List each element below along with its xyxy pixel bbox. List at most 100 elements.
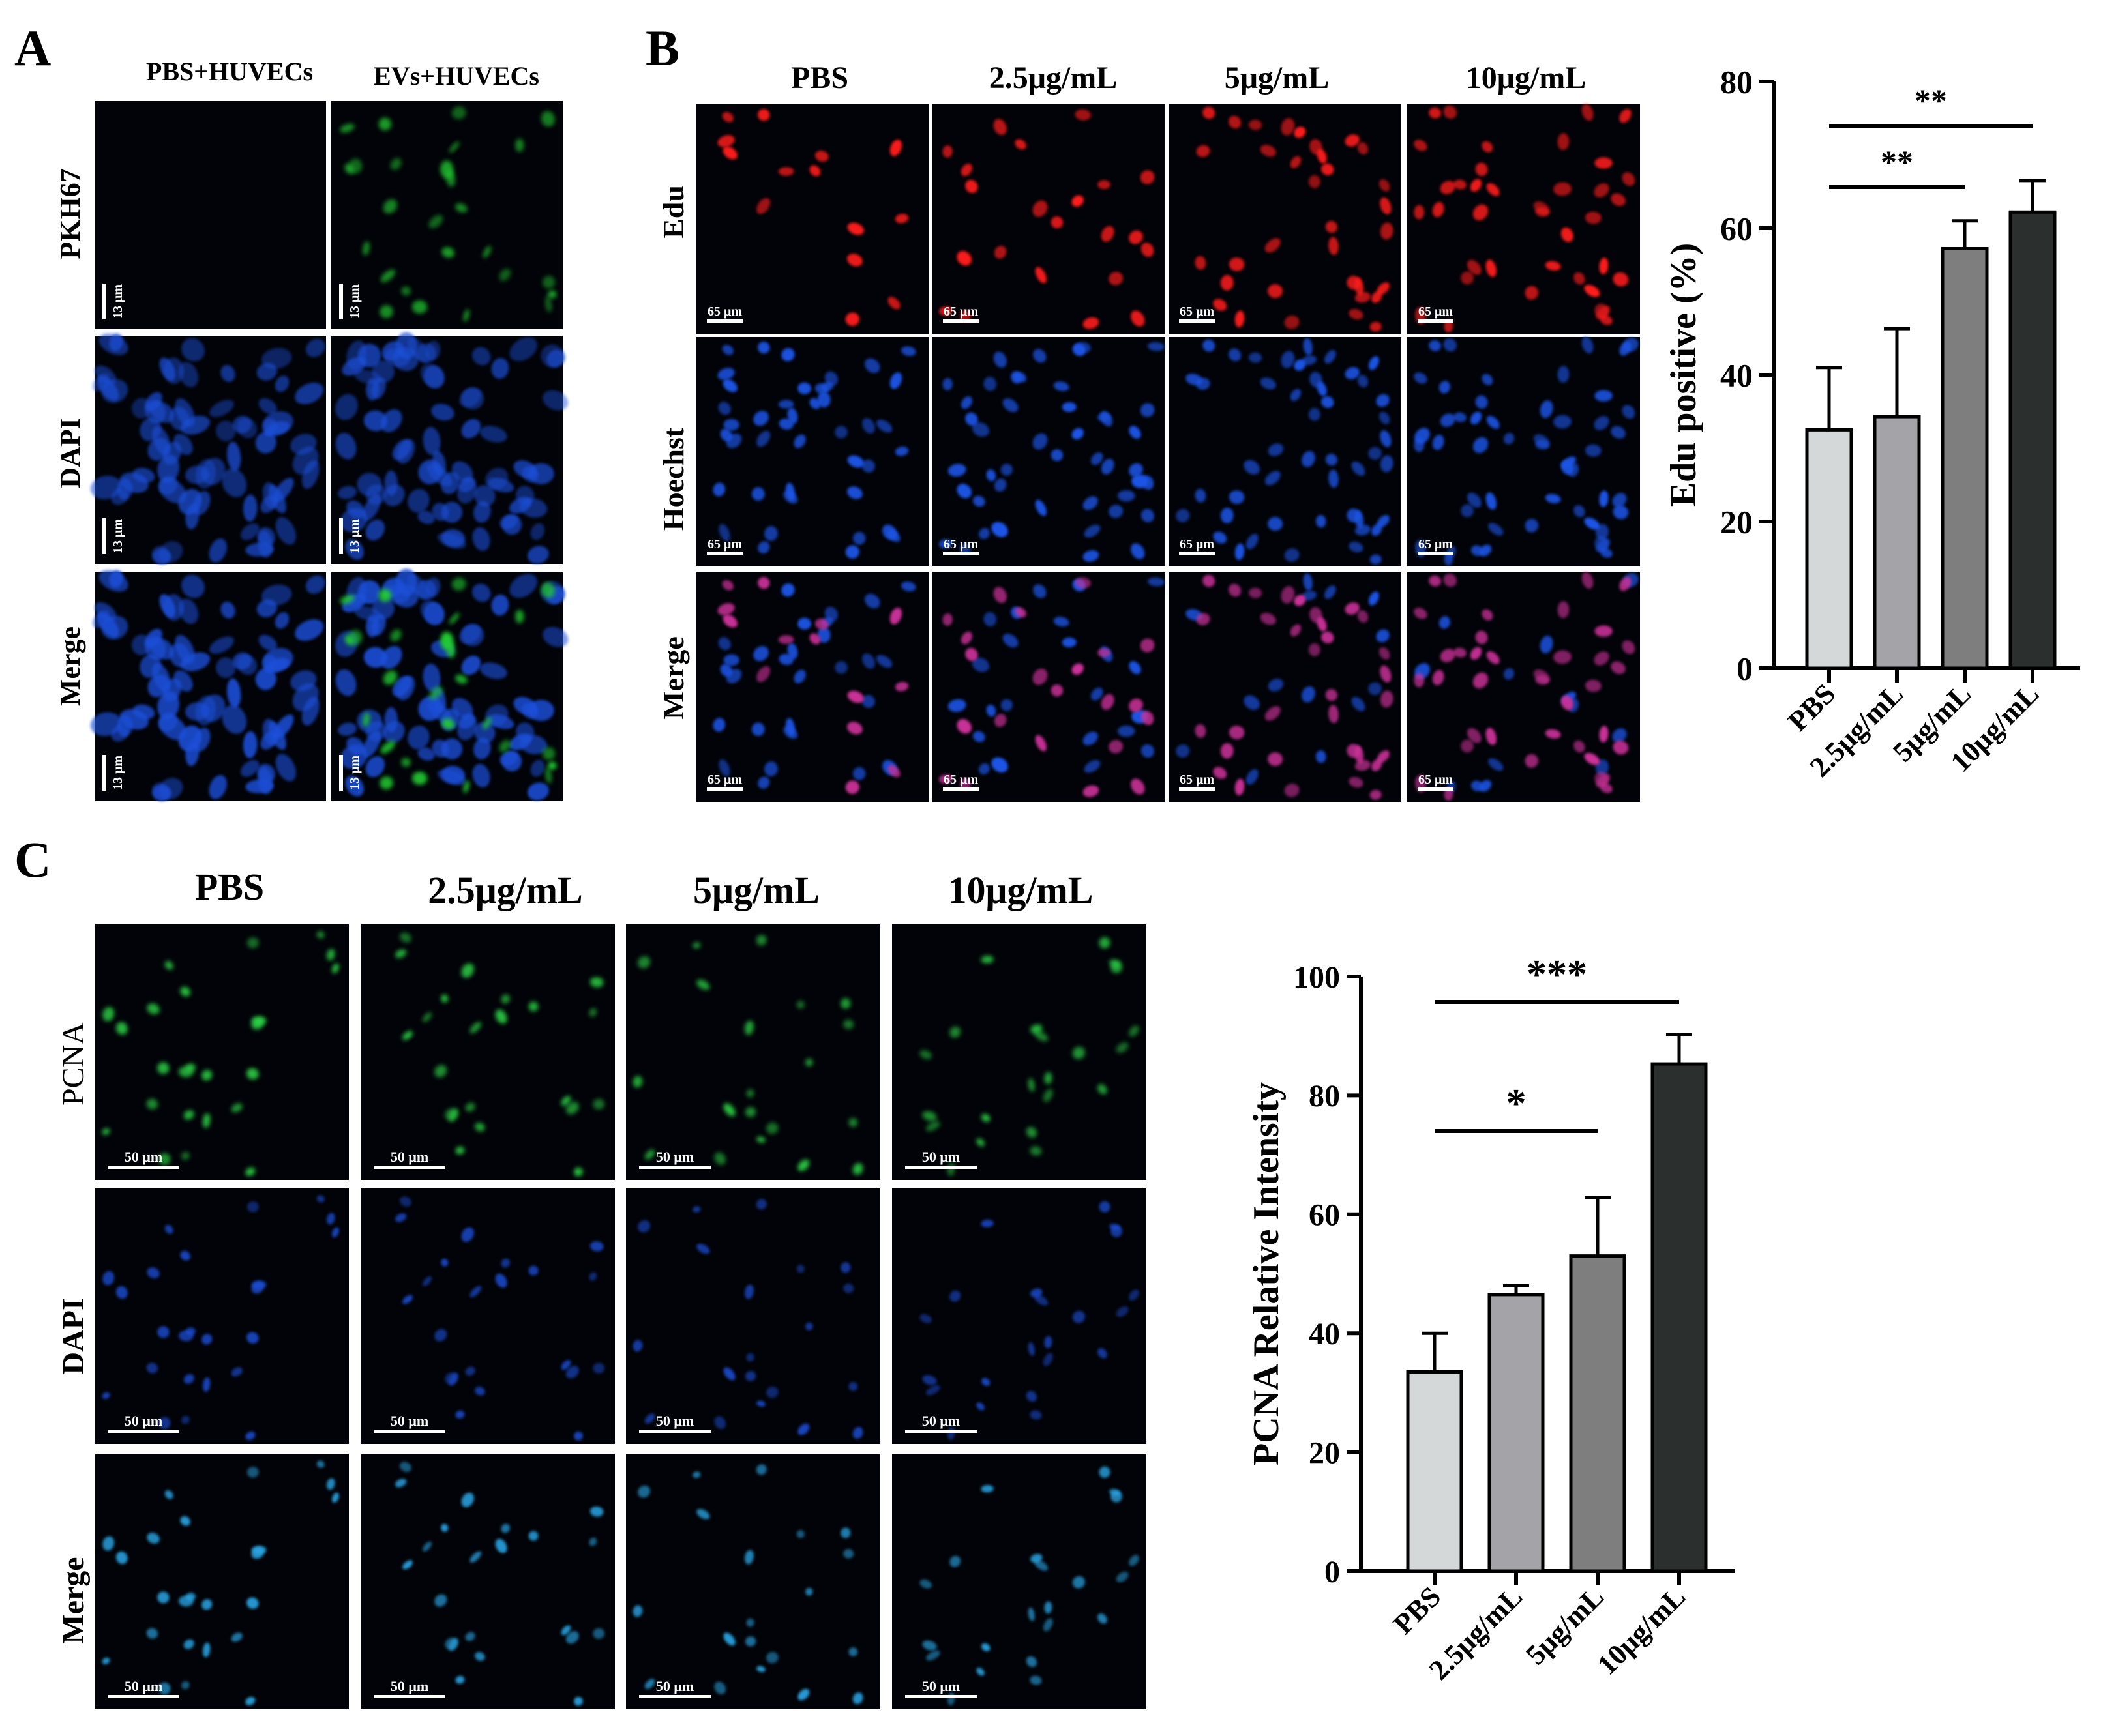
scale-bar-label: 65 μm (1418, 304, 1453, 319)
scale-bar-label: 65 μm (708, 304, 742, 319)
cell-nucleus (203, 1113, 211, 1128)
cell-nucleus (231, 1367, 243, 1377)
cell-nucleus (1290, 624, 1302, 637)
scale-bar (1179, 552, 1215, 555)
cell-nucleus (201, 1599, 213, 1610)
cell-nucleus (1147, 577, 1165, 587)
cell-nucleus (841, 1262, 851, 1273)
cell-nucleus (1594, 390, 1613, 402)
cell-nucleus (441, 471, 460, 495)
cell-nucleus (1220, 274, 1234, 291)
cell-nucleus (766, 1122, 779, 1134)
cell-nucleus (723, 419, 739, 431)
cell-nucleus (1557, 366, 1570, 383)
cell-nucleus (1294, 595, 1306, 606)
cell-nucleus (1011, 371, 1022, 384)
cell-nucleus (1097, 1084, 1107, 1095)
cell-nucleus (178, 488, 202, 515)
cell-nucleus (717, 135, 735, 147)
cell-nucleus (814, 151, 829, 162)
cell-nucleus (1357, 610, 1369, 623)
cell-nucleus (331, 963, 339, 974)
cell-nucleus (1185, 374, 1203, 385)
cell-nucleus (1328, 237, 1339, 256)
cell-nucleus (275, 754, 297, 782)
panel-b-micrograph: 65 μm (932, 572, 1165, 802)
cell-nucleus (1599, 257, 1609, 274)
cell-nucleus (1357, 142, 1369, 155)
cell-nucleus (473, 501, 491, 523)
cell-nucleus (783, 726, 798, 739)
cell-nucleus (589, 1241, 604, 1252)
cell-nucleus (561, 1360, 571, 1370)
cell-nucleus (417, 747, 435, 761)
micrograph-background (95, 1188, 349, 1444)
cell-nucleus (1002, 634, 1019, 648)
cell-nucleus (363, 713, 370, 727)
cell-nucleus (1467, 728, 1482, 743)
cell-nucleus (483, 246, 492, 258)
cell-nucleus (1345, 134, 1360, 147)
y-axis-label: Edu positive (%) (1663, 243, 1704, 507)
scale-bar-label: 65 μm (1418, 772, 1453, 787)
cell-nucleus (1453, 647, 1467, 658)
panel-a-micrograph: 13 μm (90, 570, 326, 802)
cell-nucleus (1613, 505, 1629, 520)
cell-nucleus (423, 602, 445, 626)
cell-nucleus (1470, 411, 1482, 425)
cell-nucleus (1082, 731, 1098, 746)
cell-nucleus (1377, 750, 1390, 763)
cell-nucleus (1369, 789, 1382, 800)
panel-c-column-label: 10μg/mL (948, 869, 1094, 911)
cell-nucleus (422, 1276, 432, 1286)
cell-nucleus (354, 606, 381, 621)
cell-nucleus (495, 1538, 507, 1553)
cell-nucleus (459, 388, 481, 407)
cell-nucleus (1110, 1225, 1122, 1237)
y-tick-label: 0 (1324, 1555, 1340, 1589)
cell-nucleus (102, 1657, 110, 1664)
cell-nucleus (1035, 267, 1047, 284)
cell-nucleus (380, 409, 402, 432)
cell-nucleus (522, 465, 539, 482)
cell-nucleus (209, 538, 227, 563)
cell-nucleus (1525, 754, 1538, 768)
cell-nucleus (961, 632, 972, 645)
cell-nucleus (258, 398, 277, 415)
panel-c-micrograph: 50 μm (95, 1188, 349, 1444)
cell-nucleus (469, 1022, 482, 1034)
cell-nucleus (1485, 259, 1497, 277)
cell-nucleus (390, 158, 402, 170)
panel-c-column-label: PBS (195, 866, 264, 908)
cell-nucleus (1002, 398, 1019, 413)
cell-nucleus (499, 750, 518, 766)
cell-nucleus (1584, 517, 1600, 530)
cell-nucleus (994, 478, 1007, 492)
cell-nucleus (348, 630, 363, 645)
cell-nucleus (1044, 1601, 1052, 1614)
cell-nucleus (1369, 356, 1379, 370)
cell-nucleus (787, 643, 798, 660)
cell-nucleus (1540, 400, 1553, 419)
cell-nucleus (1475, 395, 1488, 409)
cell-nucleus (1619, 109, 1632, 123)
cell-nucleus (926, 1121, 940, 1132)
cell-nucleus (1028, 1078, 1035, 1092)
cell-nucleus (183, 1639, 194, 1649)
cell-nucleus (978, 763, 990, 775)
cell-nucleus (1594, 771, 1609, 787)
cell-nucleus (983, 377, 997, 391)
cell-nucleus (565, 1631, 579, 1644)
micrograph-background (95, 1454, 349, 1709)
bar (1805, 428, 1853, 670)
cell-nucleus (847, 455, 864, 468)
cell-nucleus (1414, 372, 1427, 384)
cell-nucleus (1438, 616, 1450, 629)
cell-nucleus (1486, 415, 1500, 429)
cell-nucleus (479, 426, 507, 443)
cell-nucleus (841, 998, 851, 1009)
cell-nucleus (986, 704, 996, 717)
cell-nucleus (1015, 139, 1026, 150)
cell-nucleus (180, 1516, 190, 1526)
cell-nucleus (432, 450, 446, 477)
